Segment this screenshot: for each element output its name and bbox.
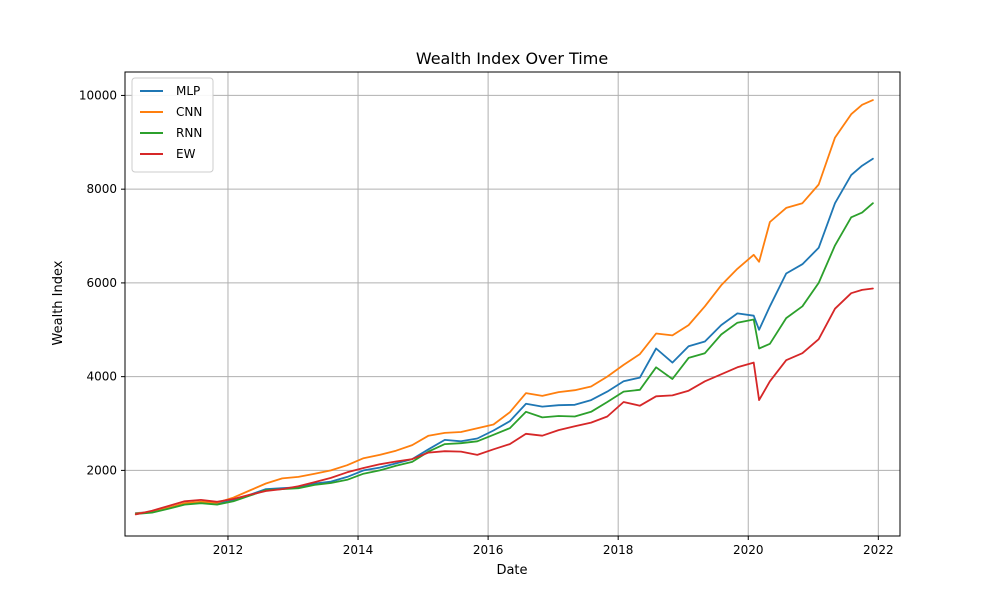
series-line-mlp — [134, 157, 874, 514]
y-tick-label: 6000 — [86, 276, 117, 290]
legend: MLP CNN RNN EW — [131, 77, 214, 173]
y-tick-label: 4000 — [86, 370, 117, 384]
legend-label-cnn: CNN — [176, 105, 202, 119]
x-tick-label: 2018 — [603, 543, 634, 557]
legend-label-rnn: RNN — [176, 126, 202, 140]
x-tick-label: 2014 — [343, 543, 374, 557]
tick-layer: 2012 2014 2016 2018 2020 2022 2000 4000 6000 8000… — [79, 88, 894, 557]
x-tick-label: 2012 — [213, 543, 244, 557]
legend-box — [131, 77, 214, 173]
y-tick-label: 10000 — [79, 88, 117, 102]
legend-label-ew: EW — [176, 147, 196, 161]
y-tick-label: 8000 — [86, 182, 117, 196]
x-tick-label: 2022 — [863, 543, 894, 557]
series-layer — [134, 99, 874, 516]
legend-label-mlp: MLP — [176, 84, 200, 98]
x-tick-label: 2020 — [733, 543, 764, 557]
y-axis-label: Wealth Index — [51, 260, 66, 345]
grid-layer — [125, 72, 900, 536]
chart-title: Wealth Index Over Time — [416, 49, 608, 68]
x-tick-label: 2016 — [473, 543, 504, 557]
x-axis-label: Date — [496, 563, 527, 578]
series-line-cnn — [134, 99, 874, 515]
plot-frame — [124, 71, 901, 537]
series-line-ew — [134, 287, 874, 516]
y-tick-label: 2000 — [86, 463, 117, 477]
